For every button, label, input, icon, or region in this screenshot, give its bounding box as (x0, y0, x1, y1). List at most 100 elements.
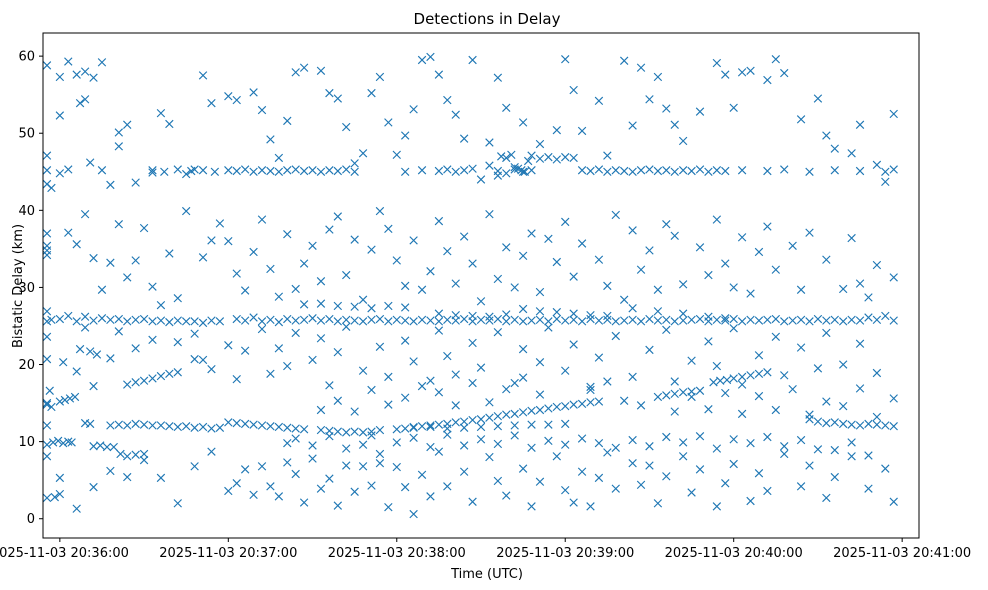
data-point (518, 251, 528, 261)
data-point (207, 236, 216, 245)
data-point (85, 158, 95, 167)
data-point (788, 316, 797, 325)
data-point (678, 136, 688, 146)
data-point (367, 431, 376, 440)
data-point (813, 445, 823, 454)
data-point (628, 435, 637, 445)
data-point (42, 354, 52, 364)
data-point (291, 284, 300, 294)
data-point (737, 68, 747, 77)
data-point (493, 274, 503, 284)
data-point (569, 400, 578, 409)
data-point (847, 420, 856, 429)
data-point (493, 411, 503, 421)
data-point (210, 167, 220, 176)
data-point (721, 259, 730, 268)
data-point (417, 166, 427, 175)
data-point (274, 317, 284, 327)
data-point (502, 384, 511, 394)
data-point (375, 342, 385, 352)
data-point (619, 166, 629, 176)
data-point (291, 165, 300, 174)
data-point (443, 165, 452, 174)
data-point (375, 425, 385, 435)
data-point (426, 492, 435, 501)
data-point (409, 317, 418, 326)
data-point (443, 482, 452, 491)
data-point (586, 382, 595, 392)
data-point (139, 420, 149, 429)
data-point (670, 377, 679, 386)
data-point (123, 421, 132, 430)
data-point (123, 380, 132, 389)
data-point (502, 491, 511, 500)
data-point (333, 301, 343, 311)
data-point (510, 421, 519, 430)
data-point (847, 438, 856, 447)
data-point (299, 63, 309, 72)
data-point (872, 412, 882, 422)
data-point (712, 502, 722, 511)
y-axis: 0 10 20 30 40 50 60 (18, 50, 43, 527)
data-point (712, 315, 722, 325)
data-point (291, 68, 300, 77)
data-point (131, 315, 140, 325)
data-point (299, 498, 309, 507)
data-point (493, 73, 503, 82)
data-point (148, 168, 157, 177)
data-point (670, 407, 679, 416)
y-axis-label: Bistatic Delay (km) (11, 224, 26, 348)
data-point (80, 95, 90, 104)
data-point (325, 432, 334, 441)
data-point (847, 149, 856, 158)
data-point (358, 462, 368, 471)
data-point (771, 332, 781, 341)
data-point (535, 307, 545, 316)
data-point (830, 445, 839, 455)
data-point (109, 442, 118, 452)
data-point (653, 285, 663, 294)
data-point (586, 502, 595, 511)
data-point (451, 310, 460, 320)
data-point (796, 343, 806, 352)
data-point (283, 423, 292, 432)
data-point (864, 451, 873, 460)
data-point (485, 398, 494, 407)
data-point (148, 282, 157, 291)
data-point (42, 229, 52, 238)
data-point (434, 388, 444, 397)
data-point (426, 421, 435, 430)
data-point (72, 317, 81, 326)
data-point (409, 433, 418, 442)
data-point (468, 497, 477, 506)
data-point (594, 353, 604, 362)
data-point (889, 316, 898, 325)
data-point (459, 417, 469, 426)
data-point (400, 303, 410, 312)
data-point (384, 372, 393, 382)
data-point (687, 166, 696, 176)
data-point (257, 105, 267, 115)
data-point (55, 169, 65, 178)
data-point (207, 424, 216, 433)
data-point (232, 479, 241, 488)
data-point (400, 316, 410, 325)
data-point (190, 423, 199, 432)
y-tick-label: 30 (18, 281, 35, 296)
data-point (552, 257, 562, 267)
data-point (274, 292, 284, 301)
data-point (123, 273, 132, 282)
data-point (367, 245, 376, 254)
data-point (552, 307, 562, 317)
data-point (400, 393, 410, 402)
data-point (754, 391, 764, 401)
data-point (847, 233, 856, 243)
data-point (561, 401, 570, 411)
data-point (114, 128, 124, 137)
data-point (165, 369, 174, 378)
data-point (704, 167, 713, 176)
data-point (788, 384, 797, 394)
data-point (527, 443, 536, 453)
data-point (662, 432, 671, 442)
data-point (722, 375, 732, 385)
